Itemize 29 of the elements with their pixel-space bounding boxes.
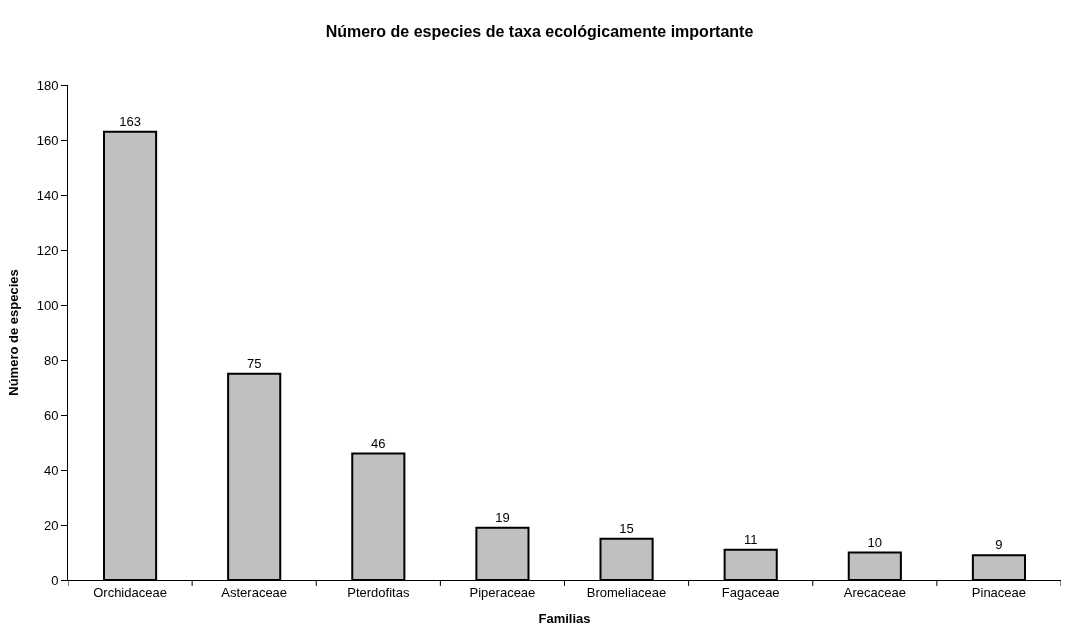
- data-label: 46: [371, 435, 386, 451]
- x-tick-label: Piperaceae: [469, 584, 536, 600]
- data-label: 75: [246, 355, 262, 371]
- y-tick-label: 180: [36, 77, 59, 93]
- x-axis-title: Familias: [538, 611, 591, 627]
- data-label: 10: [867, 534, 883, 550]
- y-tick-label: 60: [43, 407, 59, 423]
- data-label: 9: [995, 537, 1003, 553]
- y-tick-label: 20: [43, 517, 59, 533]
- y-tick-label: 140: [36, 187, 59, 203]
- x-tick-label: Orchidaceae: [93, 584, 167, 600]
- x-tick-label: Arecaceae: [843, 584, 906, 600]
- x-tick-label: Pterdofitas: [347, 584, 410, 600]
- x-tick-label: Asteraceae: [221, 584, 288, 600]
- y-tick-label: 160: [36, 132, 59, 148]
- y-tick-label: 80: [43, 352, 59, 368]
- y-tick-label: 40: [43, 462, 59, 478]
- y-tick-label: 120: [36, 242, 59, 258]
- y-tick-label: 100: [36, 297, 59, 313]
- data-label: 163: [119, 113, 141, 129]
- data-label: 11: [743, 531, 758, 547]
- y-tick-label: 0: [51, 572, 59, 588]
- x-tick-label: Bromeliaceae: [586, 584, 667, 600]
- x-tick-label: Fagaceae: [721, 584, 780, 600]
- x-tick-label: Pinaceae: [971, 584, 1027, 600]
- data-label: 19: [495, 509, 510, 525]
- data-label: 15: [619, 520, 634, 536]
- y-axis-title: Número de especies: [5, 269, 21, 396]
- chart-title: Número de especies de taxa ecológicamente importante: [325, 22, 754, 40]
